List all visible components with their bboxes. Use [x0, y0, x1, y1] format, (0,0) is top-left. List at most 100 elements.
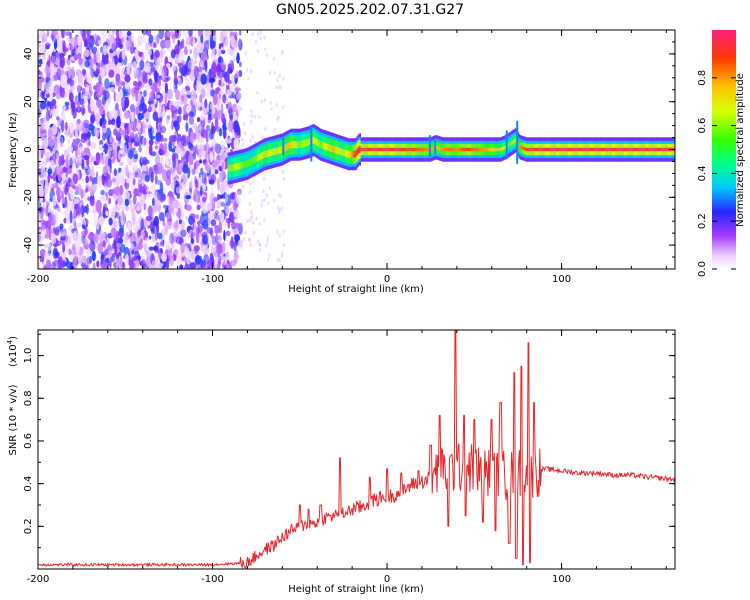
heatmap-ridge-cell	[534, 147, 536, 152]
heatmap-noise-cell	[280, 253, 283, 258]
heatmap-noise-cell	[189, 250, 196, 261]
heatmap-noise-cell	[154, 249, 160, 254]
heatmap-ridge-cell	[618, 147, 620, 152]
heatmap-noise-cell	[105, 264, 108, 269]
heatmap-noise-cell	[87, 38, 92, 43]
heatmap-ridge-cell	[378, 147, 380, 152]
heatmap-noise-cell	[60, 236, 66, 241]
heatmap-noise-cell	[175, 89, 181, 101]
heatmap-noise-cell	[80, 177, 85, 182]
heatmap-noise-cell	[84, 227, 88, 236]
heatmap-noise-cell	[76, 222, 82, 228]
heatmap-noise-cell	[142, 70, 147, 82]
heatmap-noise-cell	[222, 93, 227, 104]
heatmap-noise-cell	[228, 101, 232, 112]
heatmap-noise-cell	[110, 227, 117, 238]
heatmap-noise-cell	[61, 194, 65, 206]
heatmap-noise-cell	[236, 92, 242, 100]
heatmap-noise-cell	[165, 221, 172, 230]
heatmap-ridge-cell	[439, 146, 441, 151]
heatmap-noise-cell	[131, 242, 135, 250]
heatmap-noise-cell	[136, 121, 142, 131]
heatmap-ridge-cell	[573, 147, 575, 152]
heatmap-ridge-cell	[318, 140, 321, 148]
heatmap-noise-cell	[40, 90, 45, 99]
heatmap-ridge-cell	[341, 148, 344, 156]
heatmap-ridge-cell	[287, 143, 289, 150]
heatmap-noise-cell	[118, 149, 124, 154]
heatmap-noise-cell	[113, 128, 118, 136]
heatmap-ridge-cell	[473, 147, 476, 152]
heatmap-noise-cell	[65, 260, 72, 269]
heatmap-ridge-cell	[418, 147, 420, 152]
heatmap-ridge-cell	[385, 147, 388, 152]
heatmap-noise-cell	[156, 87, 160, 96]
heatmap-ridge-cell	[546, 147, 548, 152]
heatmap-ridge-cell	[443, 147, 445, 152]
heatmap-ridge-cell	[266, 150, 268, 158]
heatmap-ridge-cell	[302, 140, 304, 148]
heatmap-ridge-cell	[437, 146, 439, 150]
heatmap-noise-cell	[47, 173, 51, 184]
heatmap-ridge-cell	[262, 152, 264, 159]
heatmap-noise-cell	[261, 198, 264, 203]
heatmap-ridge-cell	[615, 147, 617, 152]
heatmap-noise-cell	[87, 196, 93, 201]
heatmap-noise-cell	[190, 262, 197, 269]
heatmap-ridge-cell	[485, 147, 487, 152]
heatmap-noise-cell	[225, 99, 229, 105]
heatmap-noise-cell	[116, 67, 120, 75]
heatmap-noise-cell	[181, 174, 187, 185]
heatmap-noise-cell	[92, 262, 96, 269]
heatmap-noise-cell	[195, 105, 201, 110]
heatmap-ridge-cell	[527, 147, 529, 152]
heatmap-ridge-cell	[426, 147, 428, 152]
heatmap-noise-cell	[41, 169, 47, 178]
heatmap-noise-cell	[229, 114, 233, 122]
heatmap-noise-cell	[110, 38, 117, 51]
heatmap-ridge-cell	[272, 148, 275, 156]
heatmap-noise-cell	[51, 124, 58, 136]
heatmap-ridge-cell	[492, 147, 494, 152]
heatmap-noise-cell	[109, 86, 116, 92]
heatmap-noise-cell	[139, 55, 145, 60]
heatmap-noise-cell	[87, 234, 94, 240]
heatmap-noise-cell	[69, 210, 73, 224]
heatmap-ridge-cell	[570, 147, 572, 152]
heatmap-noise-cell	[43, 137, 50, 148]
heatmap-noise-cell	[178, 256, 182, 266]
heatmap-noise-cell	[242, 142, 245, 147]
heatmap-ridge-cell	[558, 147, 560, 152]
heatmap-ridge-cell	[284, 144, 286, 152]
heatmap-noise-cell	[64, 101, 70, 107]
heatmap-noise-cell	[162, 127, 166, 133]
heatmap-ridge-cell	[455, 147, 458, 152]
heatmap-ridge-cell	[462, 147, 464, 152]
heatmap-ridge-cell	[280, 146, 282, 154]
heatmap-noise-cell	[187, 59, 192, 70]
heatmap-noise-cell	[110, 207, 116, 219]
heatmap-ridge-cell	[395, 147, 397, 152]
heatmap-ridge-cell	[450, 147, 453, 152]
heatmap-noise-cell	[44, 151, 52, 158]
heatmap-noise-cell	[219, 211, 225, 222]
heatmap-noise-cell	[165, 176, 171, 186]
heatmap-noise-cell	[52, 182, 59, 189]
heatmap-noise-cell	[69, 225, 73, 230]
heatmap-ridge-cell	[316, 138, 318, 146]
heatmap-noise-cell	[145, 41, 148, 52]
heatmap-noise-cell	[148, 246, 154, 251]
heatmap-ridge-cell	[665, 147, 667, 152]
colorbar-label: Normalized spectral amplitude	[735, 73, 746, 227]
heatmap-ridge-cell	[277, 147, 280, 154]
heatmap-ridge-cell	[362, 147, 365, 152]
heatmap-noise-cell	[144, 62, 151, 74]
heatmap-ridge-cell	[449, 147, 451, 152]
heatmap-noise-cell	[265, 193, 269, 198]
heatmap-noise-cell	[220, 170, 226, 179]
heatmap-ridge-cell	[336, 146, 338, 154]
heatmap-ridge-cell	[339, 148, 342, 155]
heatmap-noise-cell	[141, 121, 146, 134]
heatmap-ridge-cell	[514, 138, 516, 143]
heatmap-noise-cell	[220, 64, 227, 70]
